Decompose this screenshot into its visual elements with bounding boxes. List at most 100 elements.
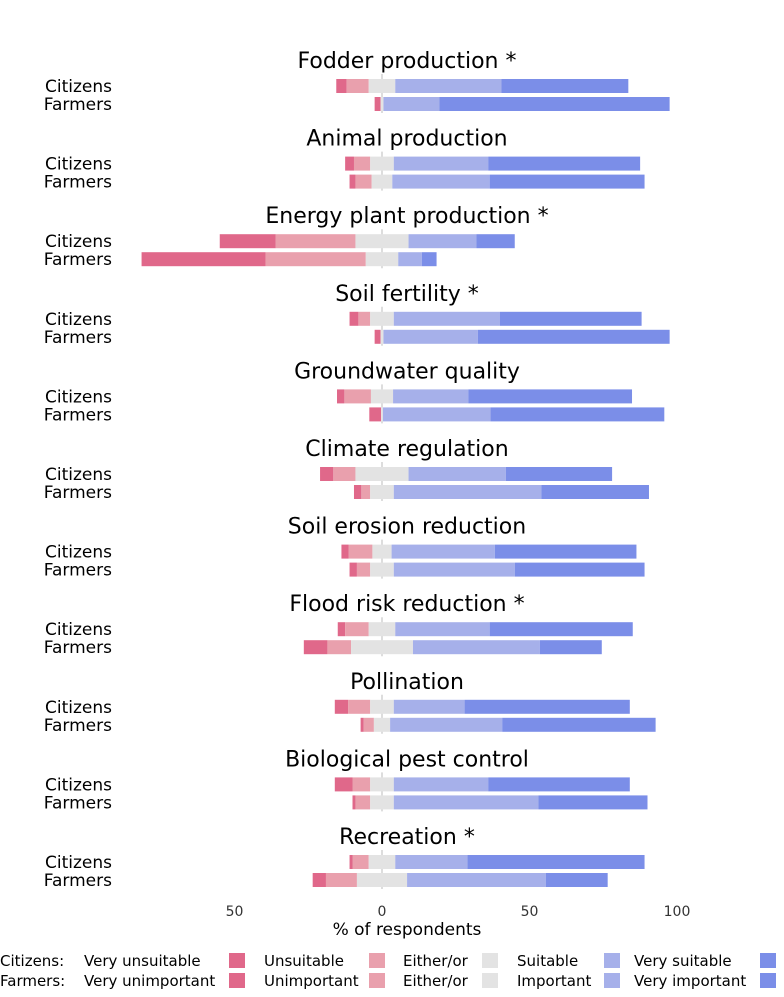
bar-segment-citizens-level1 [334, 777, 353, 792]
row-label-farmers: Farmers [44, 716, 112, 736]
bar-segment-citizens-level5 [488, 777, 630, 792]
legend-swatch-citizens [229, 953, 245, 968]
bar-segment-farmers-level5 [545, 873, 608, 887]
x-tick-label: 50 [521, 904, 539, 920]
bar-segment-citizens-level1 [349, 855, 353, 869]
bar-segment-citizens-level5 [476, 234, 515, 249]
bar-segment-farmers-level2 [355, 174, 372, 189]
legend-label-farmers: Either/or [403, 972, 469, 990]
bar-segment-citizens-level5 [489, 622, 633, 637]
bar-segment-citizens-level3 [368, 855, 396, 869]
bar-segment-citizens-level2 [333, 467, 356, 481]
legend-swatch-farmers [760, 973, 776, 988]
bar-segment-farmers-level4 [383, 329, 478, 344]
bar-segment-farmers-level3 [371, 174, 393, 189]
row-label-farmers: Farmers [44, 638, 112, 658]
legend-citizens-prefix: Citizens: [0, 952, 64, 970]
bar-segment-farmers-level4 [407, 873, 546, 887]
panel-title: Pollination [350, 670, 464, 695]
panel-title: Flood risk reduction * [289, 592, 524, 617]
row-label-farmers: Farmers [44, 483, 112, 503]
bar-segment-farmers-level3 [370, 795, 394, 810]
bar-segment-farmers-level3 [373, 717, 391, 732]
panel-title: Fodder production * [298, 49, 517, 74]
row-label-citizens: Citizens [45, 387, 112, 407]
bar-segment-farmers-level4 [393, 562, 515, 577]
bar-segment-farmers-level3 [356, 873, 408, 887]
legend-swatch-citizens [604, 953, 620, 968]
bar-segment-farmers-level1 [369, 407, 382, 422]
legend-swatch-farmers [229, 973, 245, 988]
bar-segment-citizens-level1 [334, 699, 349, 714]
row-label-citizens: Citizens [45, 698, 112, 718]
bar-segment-farmers-level5 [477, 329, 670, 344]
bar-segment-citizens-level1 [320, 467, 334, 481]
legend-label-farmers: Very unimportant [84, 972, 215, 990]
panel-title: Soil fertility * [335, 282, 479, 307]
bar-segment-farmers-level5 [541, 485, 649, 499]
bar-segment-farmers-level3 [370, 562, 394, 577]
bar-segment-citizens-level1 [337, 389, 345, 404]
bar-segment-farmers-level5 [538, 795, 648, 810]
row-label-citizens: Citizens [45, 775, 112, 795]
bar-segment-citizens-level3 [370, 777, 394, 792]
legend-swatch-farmers [482, 973, 498, 988]
bar-segment-farmers-level2 [363, 717, 374, 732]
panel-title: Recreation * [339, 825, 475, 850]
bar-segment-farmers-level4 [392, 174, 490, 189]
bar-segment-farmers-level2 [325, 873, 357, 887]
bar-segment-citizens-level5 [500, 311, 642, 326]
panel-title: Biological pest control [285, 747, 529, 772]
row-label-citizens: Citizens [45, 620, 112, 640]
bar-segment-farmers-level3 [370, 485, 394, 499]
x-axis: % of respondents 50 0 50 100 [226, 904, 691, 940]
bar-segment-farmers-level4 [393, 485, 542, 499]
bar-segment-farmers-level2 [355, 795, 371, 810]
bar-segment-citizens-level3 [370, 389, 394, 404]
bar-segment-citizens-level5 [464, 699, 630, 714]
bar-segment-farmers-level3 [381, 407, 383, 422]
bar-segment-citizens-level1 [345, 156, 354, 171]
bar-segment-citizens-level3 [355, 467, 409, 481]
row-label-farmers: Farmers [44, 405, 112, 425]
bar-segment-citizens-level2 [352, 855, 369, 869]
bar-segment-farmers-level4 [393, 795, 539, 810]
bar-segment-citizens-level4 [393, 699, 465, 714]
bar-segment-citizens-level5 [494, 544, 637, 559]
panel-title: Groundwater quality [294, 359, 520, 384]
bar-segment-farmers-level1 [349, 562, 357, 577]
bar-segment-farmers-level3 [380, 97, 384, 111]
legend-swatch-farmers [604, 973, 620, 988]
row-label-farmers: Farmers [44, 250, 112, 270]
bar-segment-farmers-level5 [502, 717, 656, 732]
bar-segment-citizens-level2 [358, 311, 371, 326]
bar-segment-farmers-level5 [490, 407, 665, 422]
bar-segment-citizens-level4 [393, 156, 489, 171]
bar-segment-farmers-level1 [141, 252, 266, 267]
bar-segment-citizens-level2 [346, 79, 369, 93]
bar-segment-citizens-level1 [341, 544, 349, 559]
bar-segment-citizens-level3 [368, 79, 396, 93]
bar-segment-citizens-level2 [344, 389, 371, 404]
bar-segment-farmers-level5 [539, 640, 602, 655]
legend-label-citizens: Suitable [517, 952, 578, 970]
bar-segment-farmers-level4 [398, 252, 422, 267]
row-label-farmers: Farmers [44, 173, 112, 193]
bar-segment-citizens-level3 [370, 311, 394, 326]
row-label-citizens: Citizens [45, 465, 112, 485]
panel-title: Soil erosion reduction [288, 515, 526, 540]
row-label-farmers: Farmers [44, 561, 112, 581]
bar-segment-farmers-level1 [353, 485, 362, 499]
row-label-citizens: Citizens [45, 853, 112, 873]
row-label-farmers: Farmers [44, 95, 112, 115]
row-label-farmers: Farmers [44, 871, 112, 891]
bar-segment-citizens-level4 [395, 79, 502, 93]
bar-segment-citizens-level5 [467, 855, 645, 869]
